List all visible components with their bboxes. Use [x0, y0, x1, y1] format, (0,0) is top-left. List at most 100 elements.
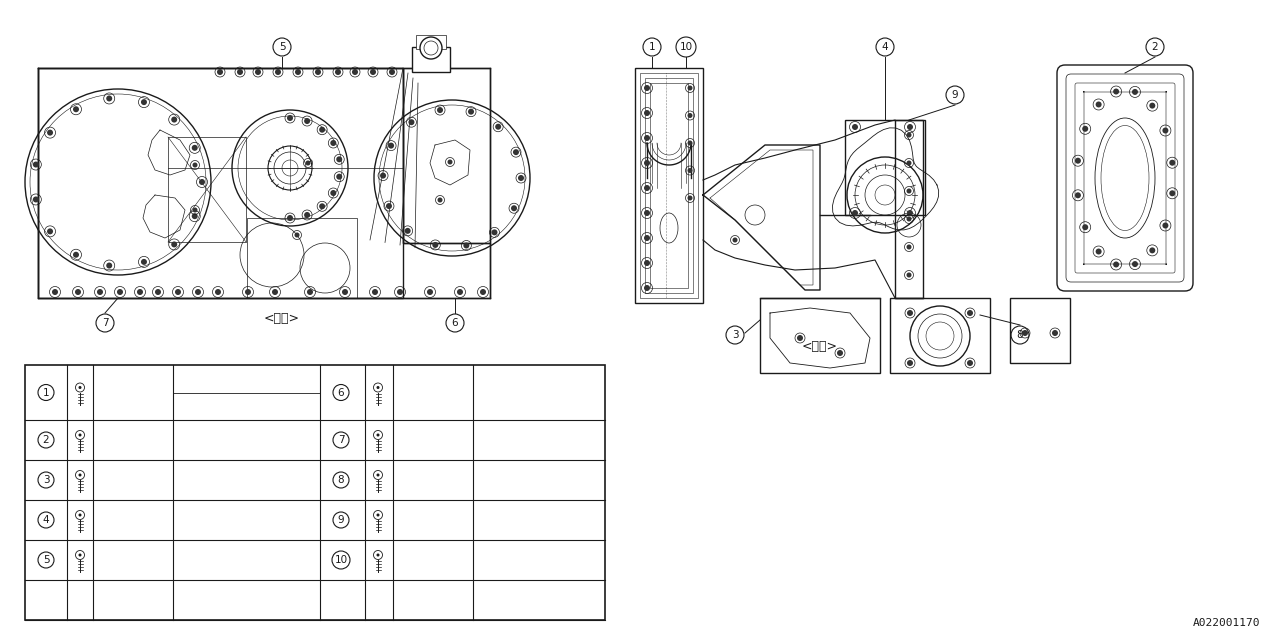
Bar	[38, 68, 403, 298]
Circle shape	[198, 179, 205, 185]
Circle shape	[192, 213, 197, 219]
Circle shape	[330, 140, 337, 146]
Circle shape	[966, 360, 973, 366]
Circle shape	[448, 159, 453, 164]
Circle shape	[52, 289, 58, 295]
Circle shape	[644, 160, 650, 166]
Circle shape	[420, 37, 442, 59]
Circle shape	[370, 69, 376, 75]
Text: 7: 7	[101, 318, 109, 328]
Circle shape	[428, 289, 433, 295]
Circle shape	[376, 554, 379, 557]
Circle shape	[906, 244, 911, 250]
Circle shape	[275, 69, 282, 75]
Bar	[890, 298, 989, 373]
Circle shape	[192, 145, 197, 151]
Circle shape	[376, 386, 379, 389]
Circle shape	[852, 210, 858, 216]
Circle shape	[1114, 88, 1119, 95]
Text: 4: 4	[882, 42, 888, 52]
Text: 8: 8	[1016, 330, 1023, 340]
Text: J10643: J10643	[180, 475, 221, 485]
Circle shape	[513, 149, 518, 155]
Bar	[760, 298, 881, 373]
Circle shape	[644, 285, 650, 291]
Circle shape	[438, 198, 443, 202]
Bar	[645, 78, 692, 293]
Circle shape	[732, 237, 737, 243]
Circle shape	[908, 210, 913, 216]
Circle shape	[330, 190, 337, 196]
Text: M6X16: M6X16	[101, 555, 134, 565]
Bar	[403, 68, 490, 243]
Circle shape	[388, 143, 394, 148]
Text: M6X14: M6X14	[101, 387, 134, 397]
Text: 7: 7	[338, 435, 344, 445]
Circle shape	[480, 289, 486, 295]
Circle shape	[644, 235, 650, 241]
Text: J10642: J10642	[481, 555, 521, 565]
Circle shape	[908, 360, 913, 366]
Circle shape	[1169, 190, 1175, 196]
Text: M6X22: M6X22	[101, 475, 134, 485]
Circle shape	[342, 289, 348, 295]
Circle shape	[457, 289, 463, 295]
Bar	[26, 365, 605, 620]
Circle shape	[687, 113, 692, 118]
Text: M8X30: M8X30	[401, 475, 435, 485]
Bar	[247, 218, 357, 298]
Circle shape	[495, 124, 502, 130]
Bar	[895, 120, 923, 298]
Text: 6: 6	[452, 318, 458, 328]
Bar	[412, 47, 451, 72]
Circle shape	[155, 289, 161, 295]
Text: 5: 5	[279, 42, 285, 52]
Text: 1: 1	[649, 42, 655, 52]
Text: 3: 3	[42, 475, 50, 485]
Circle shape	[376, 513, 379, 516]
Circle shape	[433, 242, 438, 248]
Circle shape	[687, 168, 692, 173]
Text: M6X30: M6X30	[401, 387, 435, 397]
Circle shape	[307, 289, 314, 295]
Text: 3: 3	[732, 330, 739, 340]
Circle shape	[306, 161, 311, 166]
Text: <外側>: <外側>	[264, 312, 300, 325]
Text: 8: 8	[338, 475, 344, 485]
Circle shape	[172, 241, 177, 248]
Circle shape	[294, 69, 301, 75]
Text: A7068  <0701->: A7068 <0701->	[180, 401, 275, 412]
Circle shape	[1096, 248, 1102, 255]
Circle shape	[73, 252, 79, 258]
Circle shape	[106, 95, 113, 102]
Circle shape	[78, 433, 82, 436]
Circle shape	[389, 69, 396, 75]
Circle shape	[1082, 224, 1088, 230]
Circle shape	[1132, 89, 1138, 95]
Text: A40607: A40607	[481, 387, 521, 397]
Text: 0104S*A (-0612): 0104S*A (-0612)	[180, 374, 283, 384]
Circle shape	[906, 132, 911, 138]
Circle shape	[78, 474, 82, 477]
Circle shape	[106, 262, 113, 269]
Circle shape	[287, 215, 293, 221]
Circle shape	[175, 289, 180, 295]
Circle shape	[97, 289, 102, 295]
Text: 6: 6	[338, 387, 344, 397]
Bar	[640, 73, 698, 298]
Text: A20628: A20628	[180, 435, 221, 445]
Circle shape	[463, 243, 470, 248]
Circle shape	[319, 204, 325, 209]
Text: 10: 10	[680, 42, 692, 52]
Circle shape	[294, 232, 300, 237]
Circle shape	[33, 161, 38, 168]
Text: 1: 1	[42, 387, 50, 397]
Circle shape	[1162, 127, 1169, 134]
Text: 2: 2	[1152, 42, 1158, 52]
Circle shape	[255, 69, 261, 75]
Circle shape	[47, 228, 52, 234]
Circle shape	[837, 350, 844, 356]
Circle shape	[73, 106, 79, 112]
Circle shape	[335, 69, 340, 75]
Circle shape	[906, 273, 911, 278]
